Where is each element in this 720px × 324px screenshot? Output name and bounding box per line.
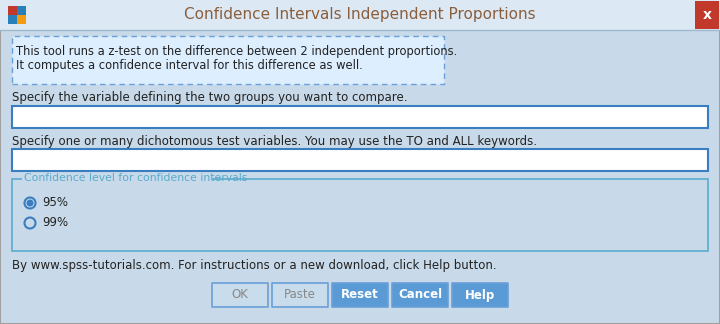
Text: Reset: Reset xyxy=(341,288,379,302)
Text: Confidence Intervals Independent Proportions: Confidence Intervals Independent Proport… xyxy=(184,7,536,22)
Bar xyxy=(17,6,26,15)
Bar xyxy=(12,36,444,84)
Bar xyxy=(272,283,328,307)
Bar xyxy=(392,283,448,307)
Text: Specify the variable defining the two groups you want to compare.: Specify the variable defining the two gr… xyxy=(12,91,408,105)
Text: Specify one or many dichotomous test variables. You may use the TO and ALL keywo: Specify one or many dichotomous test var… xyxy=(12,134,537,147)
Text: It computes a confidence interval for this difference as well.: It computes a confidence interval for th… xyxy=(16,60,363,73)
Bar xyxy=(12,106,708,128)
Text: Help: Help xyxy=(465,288,495,302)
Text: Cancel: Cancel xyxy=(398,288,442,302)
Bar xyxy=(695,1,719,29)
Text: x: x xyxy=(703,8,711,22)
Text: This tool runs a z-test on the difference between 2 independent proportions.: This tool runs a z-test on the differenc… xyxy=(16,45,457,59)
Bar xyxy=(12,149,708,171)
Bar xyxy=(332,283,388,307)
Text: 99%: 99% xyxy=(42,216,68,229)
Text: 95%: 95% xyxy=(42,196,68,210)
Text: OK: OK xyxy=(232,288,248,302)
Text: Paste: Paste xyxy=(284,288,316,302)
Bar xyxy=(8,15,17,24)
Bar xyxy=(17,15,26,24)
Bar xyxy=(452,283,508,307)
Bar xyxy=(212,283,268,307)
Bar xyxy=(12,179,708,251)
Circle shape xyxy=(27,200,33,206)
Text: Confidence level for confidence intervals: Confidence level for confidence interval… xyxy=(24,173,248,183)
Text: By www.spss-tutorials.com. For instructions or a new download, click Help button: By www.spss-tutorials.com. For instructi… xyxy=(12,259,497,272)
Bar xyxy=(8,6,17,15)
Bar xyxy=(0,0,720,30)
Bar xyxy=(22,173,212,183)
